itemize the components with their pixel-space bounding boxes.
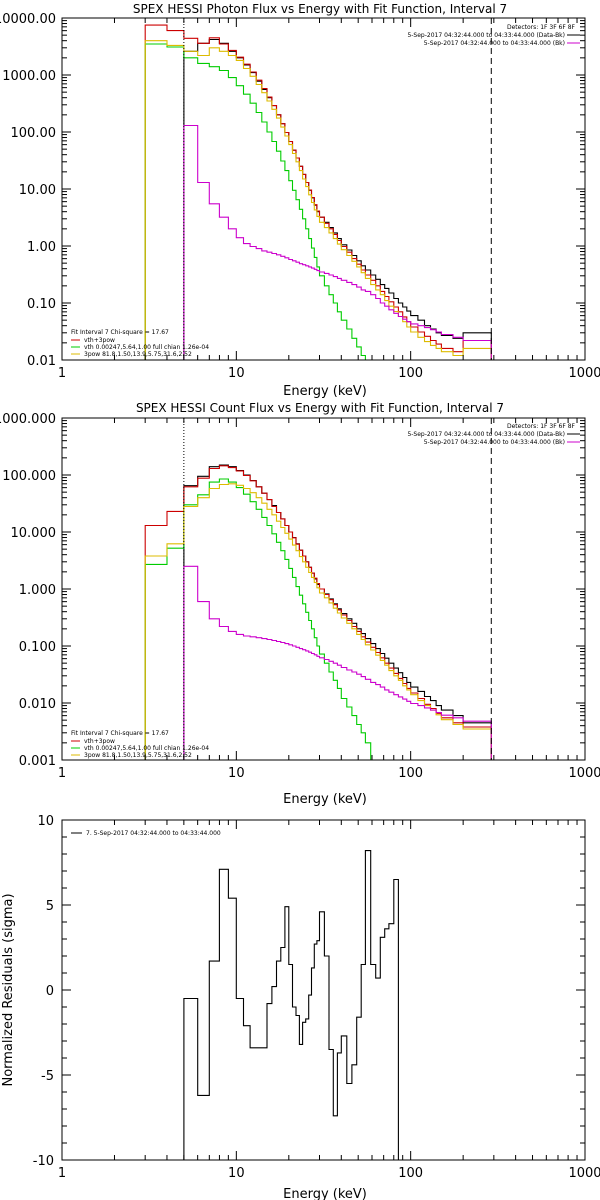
y-tick-label: 1000.00 [2, 69, 56, 84]
x-axis-label: Energy (keV) [283, 1187, 367, 1200]
axis-ticks: 1 10 100 1000 0.001 0.010 0.100 1.000 10.000 100.… [0, 412, 600, 781]
chart-title: SPEX HESSI Count Flux vs Energy with Fit… [136, 401, 504, 415]
marker-lines [183, 18, 492, 360]
axis-ticks: 1 10 100 1000 -10 -5 0 5 10 [33, 814, 600, 1181]
y-tick-label: 5 [46, 899, 54, 914]
y-tick-label: 1000.000 [0, 412, 56, 427]
fit-chisq-text: Fit Interval 7 Chi-square = 17.67 [71, 329, 169, 336]
fit-chisq-text: Fit Interval 7 Chi-square = 17.67 [71, 730, 169, 737]
y-tick-label: 0 [46, 984, 54, 999]
residual-legend-text: 7. 5-Sep-2017 04:32:44.000 to 04:33:44.0… [86, 830, 221, 837]
y-tick-label: 0.001 [19, 754, 56, 769]
x-tick-label: 100 [398, 1166, 423, 1181]
detectors-text: Detectors: 1F 3F 6F 8F [507, 423, 576, 430]
interval-data-text: 5-Sep-2017 04:32:44.000 to 04:33:44.000 … [407, 32, 565, 39]
x-axis-label: Energy (keV) [283, 384, 367, 399]
series-line-4 [183, 124, 492, 360]
series-line-4 [183, 565, 492, 760]
series-layer [144, 464, 492, 760]
series-line-1 [144, 24, 492, 360]
x-tick-label: 10 [228, 766, 245, 781]
y-tick-label: 0.10 [27, 297, 56, 312]
series-line-1 [144, 465, 492, 760]
y-tick-label: 10.00 [19, 183, 56, 198]
detectors-text: Detectors: 1F 3F 6F 8F [507, 24, 576, 31]
marker-lines [183, 418, 492, 760]
x-tick-label: 1000 [568, 366, 600, 381]
y-tick-label: 1.00 [27, 240, 56, 255]
detector-info: Detectors: 1F 3F 6F 8F 5-Sep-2017 04:32:… [407, 423, 580, 446]
y-tick-label: 10 [37, 814, 54, 829]
plot-frame [61, 819, 586, 1161]
y-tick-label: 100.00 [11, 126, 57, 141]
y-tick-label: 100.000 [2, 469, 56, 484]
y-tick-label: -5 [41, 1069, 54, 1084]
count-flux-panel: SPEX HESSI Count Flux vs Energy with Fit… [0, 401, 600, 807]
residual-legend: 7. 5-Sep-2017 04:32:44.000 to 04:33:44.0… [71, 830, 221, 837]
x-tick-label: 100 [398, 366, 423, 381]
x-tick-label: 1 [58, 366, 66, 381]
legend-3pow: 3pow 81.8,1.50,13.9,5.75,31.6,2.52 [84, 752, 192, 759]
interval-data-text: 5-Sep-2017 04:32:44.000 to 04:33:44.000 … [407, 431, 565, 438]
y-tick-label: 1.000 [19, 583, 56, 598]
y-axis-label: Normalized Residuals (sigma) [1, 893, 16, 1086]
y-tick-label: 0.01 [27, 354, 56, 369]
y-tick-label: -10 [33, 1154, 54, 1169]
y-tick-label: 0.010 [19, 697, 56, 712]
x-tick-label: 1 [58, 1166, 66, 1181]
series-layer [144, 24, 492, 360]
x-tick-label: 10 [228, 366, 245, 381]
interval-bk-text: 5-Sep-2017 04:32:44.000 to 04:33:44.000 … [424, 439, 565, 446]
chart-title: SPEX HESSI Photon Flux vs Energy with Fi… [133, 2, 507, 16]
x-tick-label: 1000 [568, 766, 600, 781]
legend-3pow: 3pow 81.8,1.50,13.9,5.75,31.6,2.52 [84, 351, 192, 358]
x-axis-label: Energy (keV) [283, 792, 367, 807]
series-line-2 [144, 478, 372, 760]
x-tick-label: 100 [398, 766, 423, 781]
x-tick-label: 1 [58, 766, 66, 781]
series-line-3 [144, 40, 492, 360]
axis-ticks: 1 10 100 1000 0.01 0.10 1.00 10.00 100.00 1000.00… [0, 12, 600, 381]
plot-frame [61, 17, 586, 361]
series-line-2 [144, 43, 372, 360]
interval-bk-text: 5-Sep-2017 04:32:44.000 to 04:33:44.000 … [424, 40, 565, 47]
legend-vth-3pow: vth+3pow [84, 337, 115, 344]
legend-vth: vth 0.00247,5.64,1.00 full chian 1.26e-0… [84, 344, 209, 351]
x-tick-label: 10 [228, 1166, 245, 1181]
photon-flux-panel: SPEX HESSI Photon Flux vs Energy with Fi… [0, 2, 600, 399]
y-tick-label: 10000.00 [0, 12, 56, 27]
series-layer [183, 850, 399, 1160]
legend-vth-3pow: vth+3pow [84, 738, 115, 745]
fit-legend: Fit Interval 7 Chi-square = 17.67 vth+3p… [71, 730, 209, 759]
legend-vth: vth 0.00247,5.64,1.00 full chian 1.26e-0… [84, 745, 209, 752]
y-tick-label: 10.000 [11, 526, 57, 541]
x-tick-label: 1000 [568, 1166, 600, 1181]
series-line-0 [183, 850, 399, 1160]
y-tick-label: 0.100 [19, 640, 56, 655]
series-line-3 [144, 483, 492, 760]
fit-legend: Fit Interval 7 Chi-square = 17.67 vth+3p… [71, 329, 209, 358]
detector-info: Detectors: 1F 3F 6F 8F 5-Sep-2017 04:32:… [407, 24, 580, 47]
series-line-0 [183, 38, 492, 360]
